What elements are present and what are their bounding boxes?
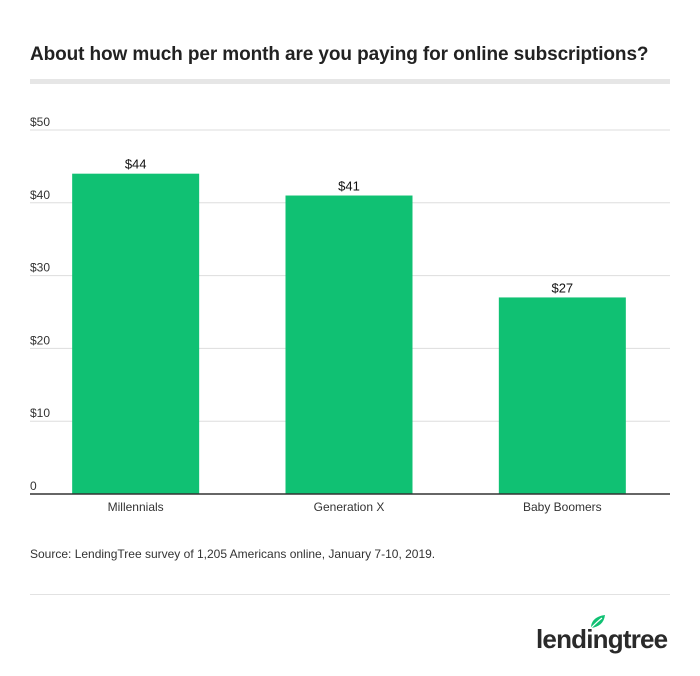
bar-chart: 0 $10 $20 $30 $40 $50 $44 Millennials $41 Generat…	[30, 115, 670, 514]
bar	[285, 195, 413, 494]
bar	[498, 297, 626, 494]
y-tick-label: $30	[30, 261, 50, 275]
y-tick-label: $50	[30, 115, 50, 129]
data-label: $41	[338, 179, 360, 194]
y-tick-label: 0	[30, 479, 37, 493]
y-tick-label: $10	[30, 406, 50, 420]
leaf-icon	[590, 615, 605, 629]
x-tick-label: Millennials	[108, 500, 164, 514]
logo-wordmark: lendingtree	[536, 624, 668, 654]
x-tick-label: Baby Boomers	[523, 500, 602, 514]
bar	[72, 173, 200, 494]
y-tick-label: $40	[30, 188, 50, 202]
x-tick-label: Generation X	[314, 500, 385, 514]
data-label: $27	[551, 280, 573, 295]
footer-divider	[30, 594, 670, 595]
chart-title: About how much per month are you paying …	[30, 44, 649, 65]
data-label: $44	[125, 157, 147, 172]
y-tick-label: $20	[30, 333, 50, 347]
title-divider	[30, 79, 670, 84]
source-note: Source: LendingTree survey of 1,205 Amer…	[30, 547, 436, 561]
lendingtree-logo: lendingtree	[536, 614, 670, 656]
